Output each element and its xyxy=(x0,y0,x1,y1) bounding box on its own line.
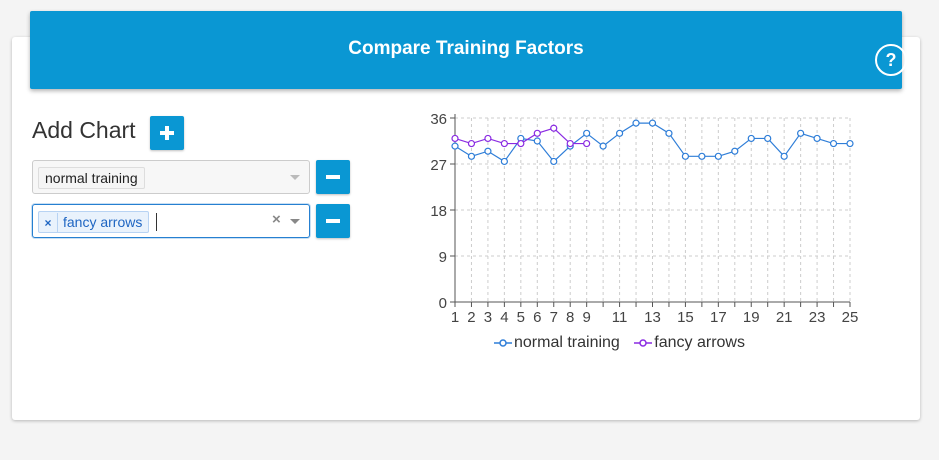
legend-line-icon xyxy=(634,339,653,347)
remove-chart-button-1[interactable] xyxy=(316,160,350,194)
factor-select-1[interactable]: normal training xyxy=(32,160,310,194)
legend-line-icon xyxy=(494,339,512,347)
page-title: Compare Training Factors xyxy=(348,38,584,59)
chart-legend: normal training fancy arrows xyxy=(494,334,755,352)
selected-value-label: normal training xyxy=(45,170,138,186)
remove-value-icon[interactable]: × xyxy=(39,213,58,233)
legend-label: fancy arrows xyxy=(654,334,745,351)
factor-select-2[interactable]: × fancy arrows × xyxy=(32,204,310,238)
add-chart-label: Add Chart xyxy=(32,117,136,143)
remove-chart-button-2[interactable] xyxy=(316,204,350,238)
plus-icon-vertical xyxy=(165,126,169,140)
legend-label: normal training xyxy=(514,334,620,351)
minus-icon xyxy=(326,175,340,179)
legend-item-normal-training[interactable]: normal training xyxy=(494,334,620,352)
minus-icon xyxy=(326,219,340,223)
selected-value-tag: × fancy arrows xyxy=(38,211,150,233)
help-button[interactable]: ? xyxy=(875,44,907,76)
legend-item-fancy-arrows[interactable]: fancy arrows xyxy=(634,334,745,352)
header-bar: Compare Training Factors ? xyxy=(30,11,907,89)
chevron-down-icon[interactable] xyxy=(290,219,300,224)
text-cursor xyxy=(156,213,157,231)
selected-value-label: fancy arrows xyxy=(63,214,143,230)
chevron-down-icon[interactable] xyxy=(290,175,300,180)
selected-value-tag: normal training xyxy=(38,167,145,189)
clear-icon[interactable]: × xyxy=(272,211,281,228)
add-chart-button[interactable] xyxy=(150,116,184,150)
